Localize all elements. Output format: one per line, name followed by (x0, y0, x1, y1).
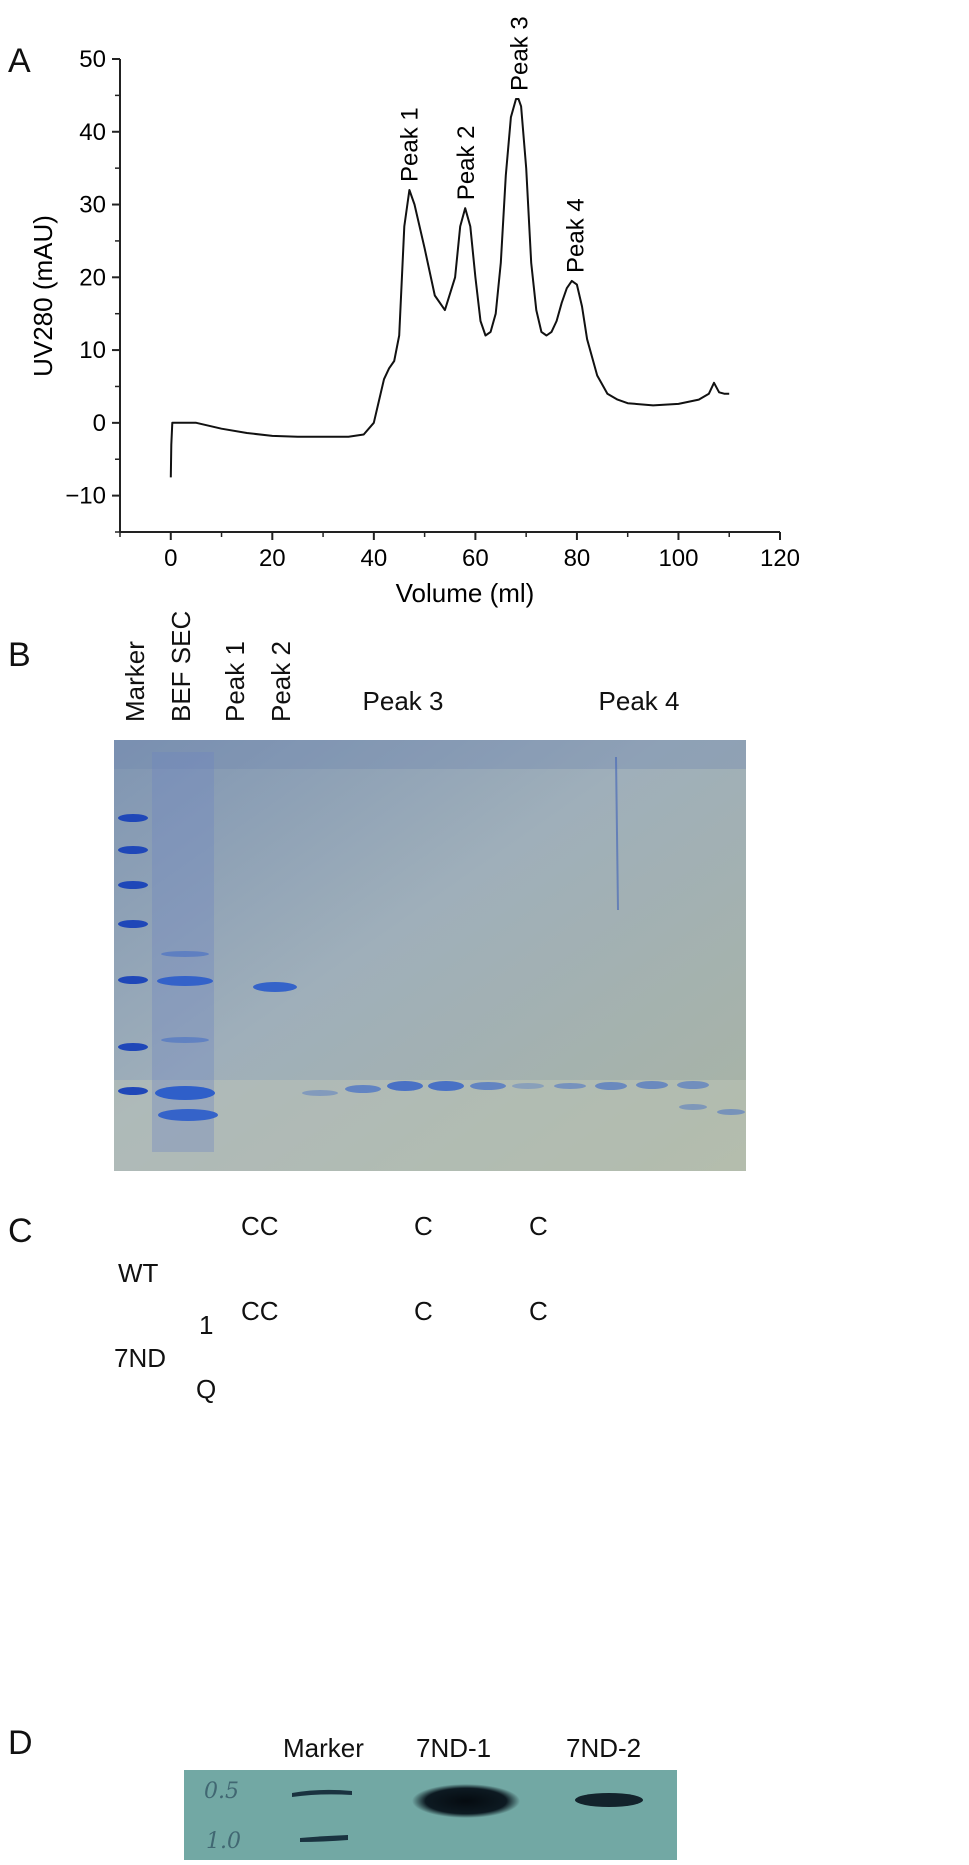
blot-background (184, 1770, 677, 1860)
gel-band (512, 1083, 544, 1089)
marker-bands (118, 814, 148, 1095)
marker-band (118, 846, 148, 854)
series-line (169, 98, 730, 478)
x-axis-label: Volume (ml) (396, 578, 535, 608)
label-7nd-1: 1 (199, 1310, 214, 1340)
gel-band (677, 1081, 709, 1089)
y-tick-label: 10 (79, 337, 106, 364)
label-7nd-c-2: C (529, 1296, 548, 1326)
gel-background (114, 740, 746, 1171)
peak-annotation: Peak 4 (562, 198, 589, 273)
gel-band (636, 1081, 668, 1089)
lane-smear-bef-sec (152, 752, 214, 1152)
panel-letter-d: D (8, 1724, 33, 1762)
sds-page-gel (114, 740, 746, 1171)
x-tick-label: 0 (164, 545, 177, 572)
gel-band (679, 1104, 707, 1110)
label-wt-cc: CC (241, 1211, 279, 1241)
x-tick-label: 60 (462, 545, 489, 572)
gel-band (161, 1037, 209, 1043)
marker-band-d-2 (300, 1835, 348, 1842)
x-tick-label: 20 (259, 545, 286, 572)
panel-letter-a: A (8, 42, 31, 80)
marker-band (118, 920, 148, 928)
panel-letter-b: B (8, 636, 31, 674)
gel-band (470, 1082, 506, 1090)
chart-annotations: Peak 1 Peak 2 Peak 3 Peak 4 (396, 16, 589, 273)
gel-band (158, 1109, 218, 1121)
y-tick-label: 0 (93, 410, 106, 437)
x-tick-label: 120 (760, 545, 800, 572)
label-wt-c-2: C (529, 1211, 548, 1241)
gel-band (717, 1109, 745, 1115)
chart-axes (119, 59, 780, 533)
sample-bands (155, 951, 745, 1121)
marker-band (118, 1087, 148, 1095)
lane-label-d-7nd-1: 7ND-1 (416, 1733, 492, 1763)
x-tick-label: 100 (658, 545, 698, 572)
construct-diagram (0, 1470, 969, 1710)
label-7nd-cc: CC (241, 1296, 279, 1326)
lane-label-bef-sec: BEF SEC (166, 610, 196, 722)
label-7nd: 7ND (114, 1343, 167, 1373)
marker-band (118, 976, 148, 984)
y-axis-label: UV280 (mAU) (28, 215, 58, 377)
group-label-peak-4: Peak 4 (598, 686, 680, 716)
lane-label-peak-2: Peak 2 (266, 641, 296, 722)
label-7nd-q: Q (196, 1374, 217, 1404)
marker-band (118, 881, 148, 889)
peak-annotation: Peak 1 (396, 107, 423, 182)
marker-band-d-1 (292, 1789, 352, 1797)
panel-letter-c: C (8, 1212, 33, 1250)
chart-series (169, 98, 730, 478)
y-tick-label: 20 (79, 264, 106, 291)
y-tick-label: −10 (65, 483, 106, 510)
lane-label-peak-1: Peak 1 (220, 641, 250, 722)
y-tick-label: 40 (79, 119, 106, 146)
x-tick-label: 80 (564, 545, 591, 572)
gel-band (155, 1086, 215, 1100)
label-wt-c-1: C (414, 1211, 433, 1241)
group-label-peak-3: Peak 3 (362, 686, 444, 716)
handwritten-0-5: 0.5 (204, 1779, 239, 1804)
peak-annotation: Peak 3 (507, 16, 534, 91)
marker-band (118, 814, 148, 822)
label-7nd-c-1: C (414, 1296, 433, 1326)
gel-band (302, 1090, 338, 1096)
y-tick-label: 30 (79, 192, 106, 219)
gel-band (157, 976, 213, 986)
band-7nd-1 (412, 1784, 520, 1818)
label-wt: WT (118, 1258, 159, 1288)
gel-band (253, 982, 297, 992)
gel-band (428, 1081, 464, 1091)
band-7nd-2 (575, 1793, 643, 1807)
gel-band (595, 1082, 627, 1090)
gel-band (345, 1085, 381, 1093)
western-blot: 0.5 1.0 (184, 1770, 677, 1860)
peak-annotation: Peak 2 (453, 125, 480, 200)
lane-label-d-7nd-2: 7ND-2 (566, 1733, 642, 1763)
x-tick-label: 40 (360, 545, 387, 572)
lane-label-marker: Marker (120, 641, 150, 722)
lane-label-d-marker: Marker (283, 1733, 364, 1763)
gel-band (554, 1083, 586, 1089)
handwritten-1-0: 1.0 (206, 1829, 241, 1854)
y-tick-label: 50 (79, 46, 106, 73)
marker-band (118, 1043, 148, 1051)
gel-band (387, 1081, 423, 1091)
gel-band (161, 951, 209, 957)
